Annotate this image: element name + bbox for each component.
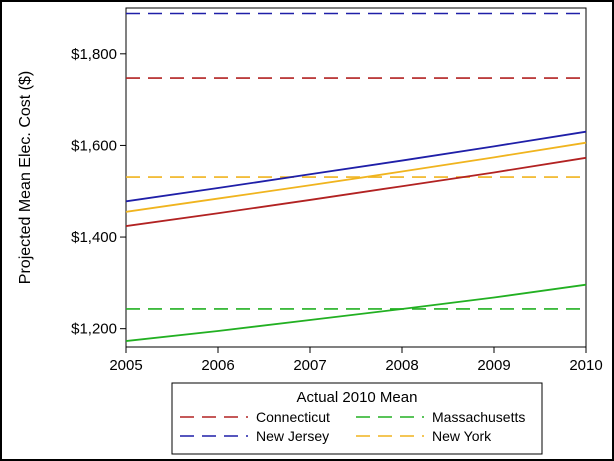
series-lines bbox=[125, 130, 587, 342]
legend-item-new-jersey: New Jersey bbox=[180, 428, 329, 444]
legend-title: Actual 2010 Mean bbox=[297, 389, 418, 406]
x-tick-label: 2008 bbox=[385, 357, 418, 374]
x-tick-label: 2010 bbox=[569, 357, 602, 374]
x-tick-label: 2007 bbox=[293, 357, 326, 374]
legend: Actual 2010 Mean Connecticut Massachusett… bbox=[171, 382, 543, 455]
legend-item-new-york: New York bbox=[356, 428, 492, 444]
legend-label: New Jersey bbox=[256, 428, 329, 444]
reference-lines bbox=[126, 12, 586, 310]
x-tick-label: 2006 bbox=[201, 357, 234, 374]
y-tick-label: $1,200 bbox=[71, 321, 117, 338]
y-axis-label: Projected Mean Elec. Cost ($) bbox=[17, 71, 34, 284]
legend-item-massachusetts: Massachusetts bbox=[356, 409, 525, 425]
plot-area bbox=[125, 7, 587, 348]
series-line-connecticut bbox=[125, 156, 587, 227]
series-line-massachusetts bbox=[125, 283, 587, 342]
y-tick-label: $1,800 bbox=[71, 46, 117, 63]
legend-border bbox=[171, 382, 543, 455]
axes: 2005 2006 2007 2008 2009 2010 $1,200 $1,400 $1,6… bbox=[71, 46, 603, 374]
x-tick-label: 2005 bbox=[109, 357, 142, 374]
y-tick-label: $1,400 bbox=[71, 229, 117, 246]
legend-items: Connecticut Massachusetts New Jersey New Yo… bbox=[180, 409, 525, 444]
legend-label: Massachusetts bbox=[432, 409, 525, 425]
x-tick-label: 2009 bbox=[477, 357, 510, 374]
legend-item-connecticut: Connecticut bbox=[180, 409, 330, 425]
legend-label: New York bbox=[432, 428, 492, 444]
series-line-new-york bbox=[125, 141, 587, 213]
series-line-new-jersey bbox=[125, 130, 587, 203]
legend-label: Connecticut bbox=[256, 409, 330, 425]
y-tick-label: $1,600 bbox=[71, 137, 117, 154]
